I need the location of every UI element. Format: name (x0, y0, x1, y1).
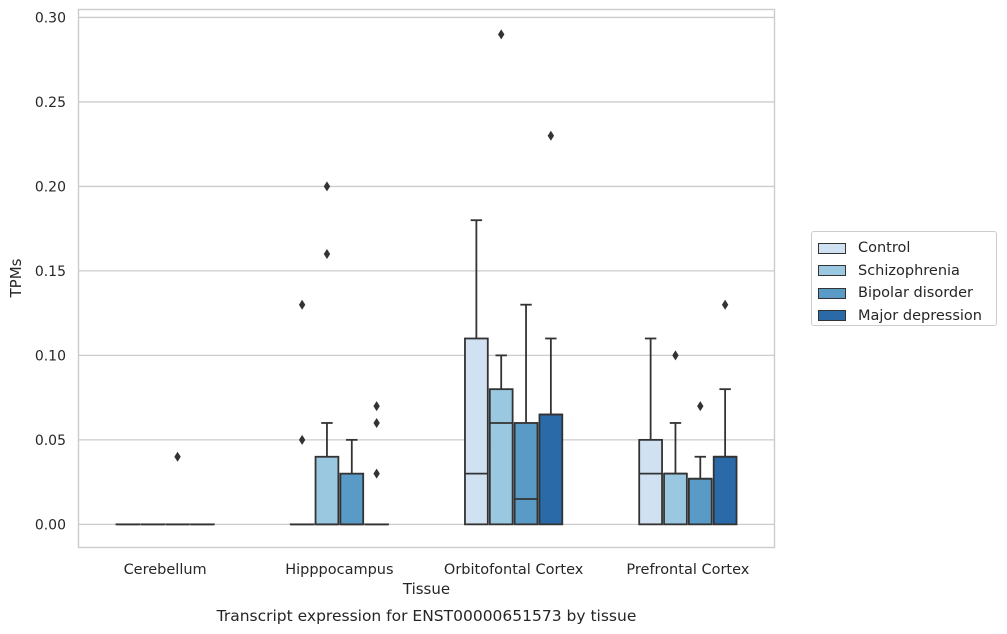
box (464, 219, 489, 526)
box (538, 130, 564, 526)
x-axis-label: Tissue (402, 580, 451, 598)
flier-point (323, 249, 331, 259)
figure-caption: Transcript expression for ENST0000065157… (216, 607, 637, 625)
box (712, 299, 738, 526)
y-axis-label: TPMs (7, 258, 25, 298)
box-body (339, 472, 365, 526)
legend-swatch (818, 242, 846, 254)
box-body (464, 337, 489, 526)
flier-point (323, 181, 331, 192)
box-body (538, 413, 564, 526)
y-tick-label: 0.05 (35, 433, 66, 449)
flier-point (697, 401, 704, 412)
box (289, 299, 315, 526)
flier-point (498, 29, 505, 40)
box (364, 401, 389, 526)
flier-point (174, 451, 181, 462)
box-body (687, 477, 713, 526)
boxes (115, 29, 738, 526)
legend-swatch (818, 287, 846, 299)
y-tick-label: 0.20 (35, 179, 66, 195)
box-body (488, 388, 514, 526)
y-tick-label: 0.15 (35, 264, 66, 280)
y-tick-label: 0.25 (35, 95, 66, 111)
gridlines (78, 16, 775, 525)
box-body (712, 455, 738, 526)
y-tick-label: 0.00 (35, 517, 66, 533)
plot-frame (77, 8, 776, 549)
box (314, 181, 340, 526)
flier-point (721, 299, 729, 310)
box-body (663, 472, 688, 526)
box (488, 29, 514, 526)
legend-label: Schizophrenia (858, 262, 960, 279)
box-body (314, 455, 340, 526)
box (687, 401, 713, 526)
flier-point (373, 468, 380, 479)
x-tick-label: Orbitofontal Cortex (444, 562, 584, 578)
flier-point (298, 299, 306, 310)
legend-item-bipolar-disorder: Bipolar disorder (818, 282, 996, 305)
legend: Control Schizophrenia Bipolar disorder M… (811, 231, 997, 326)
legend-swatch (818, 265, 846, 277)
box (513, 303, 539, 526)
box (663, 350, 688, 526)
y-axis: 0.00 0.05 0.10 0.15 0.20 0.25 0.30 (35, 10, 66, 533)
flier-point (298, 434, 306, 445)
flier-point (672, 350, 679, 361)
flier-point (373, 401, 380, 412)
legend-item-major-depression: Major depression (818, 305, 996, 328)
x-tick-label: Prefrontal Cortex (626, 562, 749, 578)
box (339, 438, 365, 526)
box-body (638, 438, 663, 526)
legend-label: Bipolar disorder (858, 285, 973, 302)
x-tick-label: Cerebellum (124, 562, 207, 578)
legend-item-schizophrenia: Schizophrenia (818, 260, 996, 283)
y-tick-label: 0.30 (35, 10, 66, 26)
legend-label: Control (858, 240, 911, 257)
legend-swatch (818, 310, 846, 322)
box (165, 451, 190, 526)
box-body (513, 422, 539, 526)
box (638, 337, 663, 526)
flier-point (547, 130, 555, 141)
flier-point (373, 417, 380, 428)
x-tick-label: Hipppocampus (285, 562, 393, 578)
x-axis: Cerebellum Hipppocampus Orbitofontal Corte… (124, 562, 750, 578)
legend-label: Major depression (858, 307, 982, 324)
legend-item-control: Control (818, 237, 996, 260)
y-tick-label: 0.10 (35, 348, 66, 364)
